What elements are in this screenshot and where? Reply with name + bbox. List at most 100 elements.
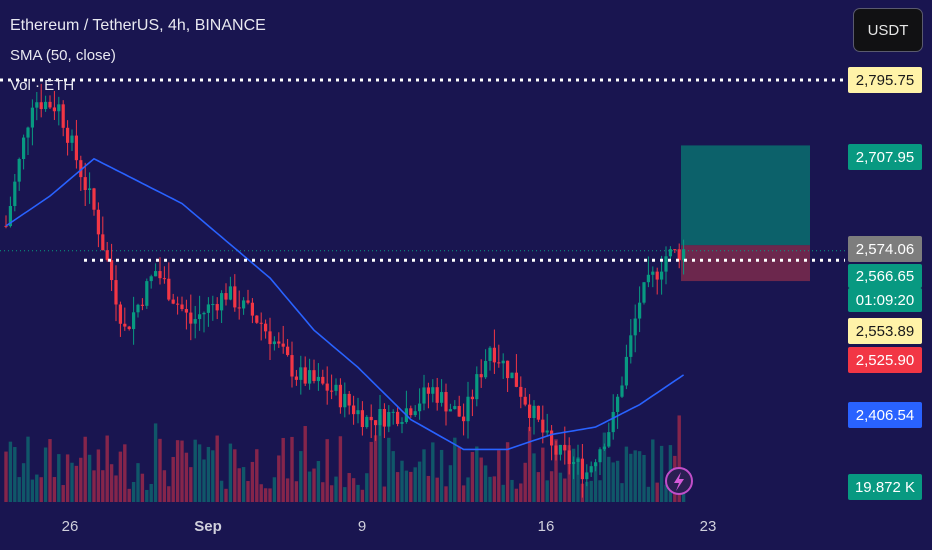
candle (594, 462, 598, 467)
volume-bar (149, 484, 153, 502)
x-tick-label: 9 (357, 518, 367, 535)
x-tick-label: 16 (537, 518, 555, 535)
volume-bar (299, 451, 303, 502)
candle (272, 341, 276, 345)
candle (286, 346, 290, 356)
candle (140, 304, 144, 306)
price-label-resistance: 2,795.75 (848, 67, 922, 93)
candle (281, 343, 285, 347)
candle (79, 160, 83, 178)
candle (475, 374, 479, 400)
candle (629, 335, 633, 357)
candle (470, 396, 474, 400)
candle (118, 304, 122, 324)
currency-button[interactable]: USDT (853, 8, 923, 52)
candle (646, 274, 650, 283)
volume-label: 19.872 K (848, 474, 922, 500)
candle (668, 249, 672, 257)
volume-bar (167, 486, 171, 502)
candle (572, 461, 576, 465)
sma-legend[interactable]: SMA (50, close) (10, 47, 116, 64)
candle (8, 206, 12, 227)
candle (682, 249, 686, 261)
volume-bar (61, 485, 65, 502)
candle (127, 326, 131, 330)
volume-bar (457, 446, 461, 502)
candle (193, 319, 197, 324)
candle (35, 102, 39, 108)
volume-bar (664, 484, 668, 502)
candle (228, 286, 232, 300)
candle (158, 271, 162, 279)
volume-bar (439, 449, 444, 502)
candle (545, 430, 549, 433)
candle (4, 225, 8, 227)
candle (312, 370, 316, 382)
candle (101, 234, 105, 251)
candle (242, 300, 246, 309)
candle (576, 458, 580, 462)
volume-bar (118, 451, 123, 502)
candle (378, 408, 382, 426)
candle (664, 256, 668, 272)
volume-bar (145, 489, 149, 502)
candle (105, 250, 109, 261)
candle (202, 312, 206, 315)
volume-bar (633, 450, 637, 502)
volume-bar (136, 463, 140, 502)
candle (57, 104, 61, 112)
volume-bar (250, 461, 255, 502)
volume-bar (369, 441, 373, 502)
volume-bar (101, 470, 105, 502)
candle (110, 260, 114, 281)
volume-legend[interactable]: Vol · ETH (10, 77, 75, 94)
volume-bar (400, 460, 404, 502)
candle (589, 466, 593, 473)
candle (264, 323, 268, 332)
volume-bar (162, 470, 167, 502)
volume-bar (558, 472, 563, 502)
volume-bar (329, 485, 334, 502)
volume-bar (290, 436, 294, 502)
candle (132, 312, 136, 330)
candle (514, 372, 518, 387)
candle (277, 341, 281, 344)
candle (492, 347, 496, 363)
candle (602, 446, 606, 450)
volume-bar (637, 451, 642, 502)
candle (347, 393, 351, 406)
candle (48, 101, 52, 108)
volume-bar (378, 414, 382, 502)
volume-bar (426, 475, 431, 502)
volume-bar (184, 452, 189, 502)
candle (673, 249, 677, 251)
candle (237, 307, 241, 309)
candle (145, 281, 149, 306)
candle (598, 449, 602, 463)
candle (633, 318, 637, 336)
volume-bar (356, 484, 360, 502)
volume-bar (131, 481, 136, 502)
volume-bar (422, 449, 426, 502)
lightning-icon[interactable] (665, 467, 693, 495)
candle (268, 331, 272, 345)
candle (523, 396, 527, 405)
volume-bar (395, 472, 400, 502)
volume-bar (444, 486, 448, 502)
candle (255, 315, 259, 323)
volume-bar (114, 475, 118, 502)
candle (541, 419, 545, 433)
volume-bar (651, 439, 655, 502)
volume-bar (492, 476, 497, 502)
volume-bar (272, 477, 277, 502)
volume-bar (52, 477, 57, 502)
candle (607, 432, 611, 447)
take-profit-zone[interactable] (681, 145, 810, 246)
volume-bar (140, 473, 145, 502)
volume-bar (677, 415, 681, 502)
volume-bar (180, 440, 184, 502)
volume-bar (48, 439, 52, 502)
x-tick-label: Sep (194, 518, 222, 535)
volume-bar (294, 481, 299, 502)
